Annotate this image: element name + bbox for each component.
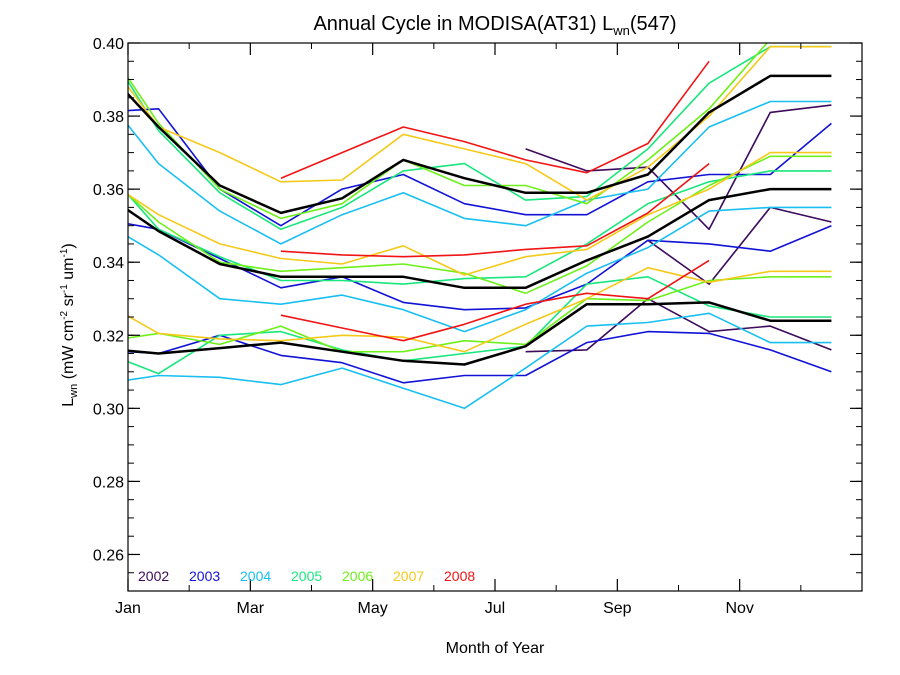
legend-entry-2004: 2004 [240, 568, 271, 584]
x-axis-label: Month of Year [446, 640, 545, 657]
series-line-3 [525, 297, 832, 353]
series-line-7 [128, 100, 832, 245]
series-line-11 [128, 170, 832, 285]
series-line-21 [280, 259, 710, 342]
y-tick-label: 0.38 [93, 109, 124, 126]
legend-entry-2003: 2003 [189, 568, 220, 584]
series-line-13 [128, 43, 769, 220]
y-tick-label: 0.26 [93, 547, 124, 564]
series-line-12 [128, 275, 832, 375]
legend-entry-2002: 2002 [138, 568, 169, 584]
series-line-24 [128, 301, 832, 366]
x-tick-label: Mar [237, 600, 265, 617]
x-tick-label: May [358, 600, 388, 617]
y-tick-label: 0.32 [93, 328, 124, 345]
y-axis-label: Lwn (mW cm-2 sr-1 um-1) [59, 243, 80, 406]
y-tick-label: 0.40 [93, 36, 124, 53]
series-line-9 [128, 312, 832, 410]
legend: 2002 2003 2004 2005 2006 2007 2008 [138, 568, 475, 584]
series-line-10 [128, 45, 832, 231]
legend-entry-2006: 2006 [342, 568, 373, 584]
axes: Jan Mar May Jul Sep Nov 0.26 0.28 0.30 0.32 0.34 0.… [93, 36, 863, 617]
legend-entry-2008: 2008 [444, 568, 475, 584]
series-line-5 [128, 223, 832, 311]
legend-entry-2005: 2005 [291, 568, 322, 584]
series-line-14 [128, 155, 832, 295]
data-lines [128, 43, 832, 410]
series-line-8 [128, 206, 832, 333]
y-tick-label: 0.34 [93, 255, 124, 272]
chart-title: Annual Cycle in MODISA(AT31) Lwn(547) [313, 13, 676, 38]
y-tick-label: 0.36 [93, 182, 124, 199]
series-line-1 [525, 104, 832, 231]
x-tick-label: Jan [115, 600, 141, 617]
legend-entry-2007: 2007 [393, 568, 424, 584]
y-tick-label: 0.30 [93, 401, 124, 418]
series-line-2 [647, 206, 832, 285]
series-line-23 [128, 187, 832, 290]
x-tick-label: Jul [485, 600, 505, 617]
plot-frame [127, 42, 863, 592]
x-tick-label: Nov [725, 600, 753, 617]
series-line-6 [128, 330, 832, 384]
series-line-16 [128, 45, 832, 201]
series-line-4 [128, 108, 832, 227]
x-tick-label: Sep [603, 600, 632, 617]
series-line-17 [128, 151, 832, 276]
series-line-18 [128, 266, 832, 353]
y-tick-label: 0.28 [93, 474, 124, 491]
series-line-15 [128, 275, 832, 353]
series-line-22 [128, 74, 832, 215]
series-line-20 [280, 162, 710, 258]
series-line-19 [280, 60, 710, 179]
